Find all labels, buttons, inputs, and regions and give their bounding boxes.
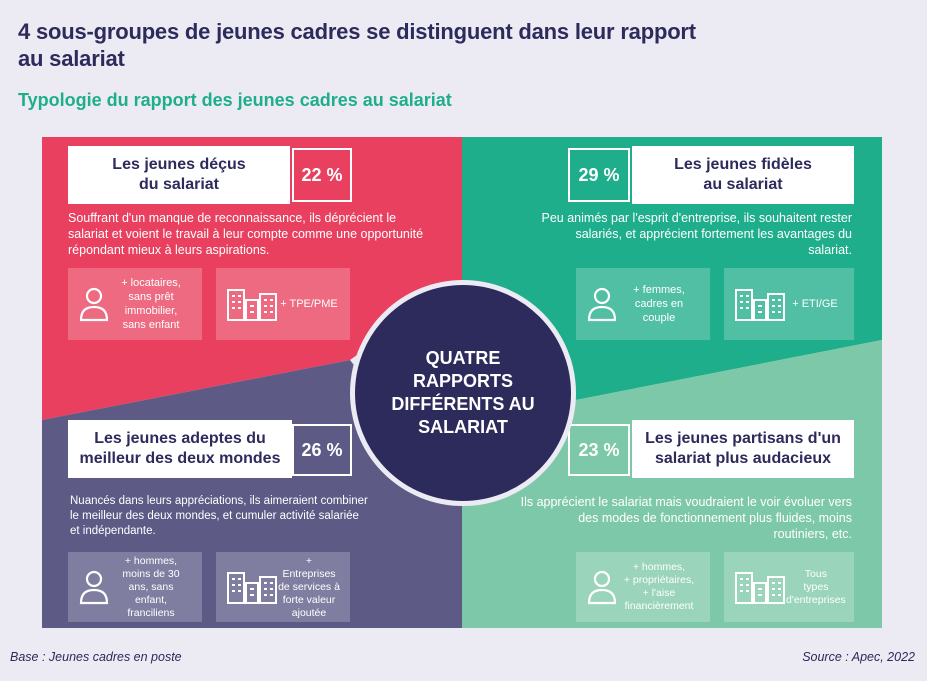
company-text-decus: + TPE/PME (280, 298, 338, 310)
group-percent-decus: 22 % (292, 148, 352, 202)
buildings-icon (227, 289, 277, 321)
group-label-partisans: Les jeunes partisans d'un salariat plus … (632, 420, 854, 478)
group-label-fideles: Les jeunes fidèles au salariat (632, 146, 854, 204)
group-label-adeptes: Les jeunes adeptes du meilleur des deux … (68, 420, 292, 478)
group-description-adeptes: Nuancés dans leurs appréciations, ils ai… (70, 495, 368, 537)
company-card-decus: + TPE/PME (216, 268, 350, 340)
company-text-partisans: Tous types d'entreprises (786, 567, 846, 606)
page-title: 4 sous-groupes de jeunes cadres se disti… (18, 19, 696, 71)
buildings-icon (735, 572, 785, 604)
person-icon (587, 570, 617, 605)
profile-card-adeptes: + hommes, moins de 30 ans, sans enfant, … (68, 552, 202, 622)
footer-base: Base : Jeunes cadres en poste (10, 650, 182, 664)
group-description-fideles: Peu animés par l'esprit d'entreprise, il… (541, 211, 852, 257)
profile-card-partisans: + hommes, + propriétaires, + l'aise fina… (576, 552, 710, 622)
profile-text-fideles: + femmes, cadres en couple (633, 284, 685, 324)
group-percent-partisans: 23 % (568, 424, 630, 476)
center-circle: QUATRE RAPPORTS DIFFÉRENTS AU SALARIAT (350, 280, 576, 506)
group-percent-adeptes: 26 % (292, 424, 352, 476)
footer-source: Source : Apec, 2022 (802, 650, 915, 664)
company-card-partisans: Tous types d'entreprises (724, 552, 854, 622)
group-percent-fideles: 29 % (568, 148, 630, 202)
profile-text-adeptes: + hommes, moins de 30 ans, sans enfant, … (122, 554, 180, 619)
company-text-adeptes: + Entreprises de services à forte valeur… (278, 554, 340, 619)
company-card-adeptes: + Entreprises de services à forte valeur… (216, 552, 350, 622)
company-card-fideles: + ETI/GE (724, 268, 854, 340)
person-icon (587, 287, 617, 322)
buildings-icon (227, 572, 277, 604)
group-label-decus: Les jeunes déçus du salariat (68, 146, 290, 204)
profile-text-decus: + locataires, sans prêt immobilier, sans… (121, 277, 181, 331)
company-text-fideles: + ETI/GE (792, 298, 838, 310)
person-icon (79, 287, 109, 322)
quadrant-red (42, 137, 462, 420)
profile-card-decus: + locataires, sans prêt immobilier, sans… (68, 268, 202, 340)
page-subtitle: Typologie du rapport des jeunes cadres a… (18, 90, 452, 110)
person-icon (79, 570, 109, 605)
group-description-decus: Souffrant d'un manque de reconnaissance,… (68, 211, 424, 257)
group-description-partisans: Ils apprécient le salariat mais voudraie… (520, 495, 852, 541)
profile-text-partisans: + hommes, + propriétaires, + l'aise fina… (623, 561, 695, 612)
profile-card-fideles: + femmes, cadres en couple (576, 268, 710, 340)
buildings-icon (735, 289, 785, 321)
center-label: QUATRE RAPPORTS DIFFÉRENTS AU SALARIAT (391, 348, 535, 437)
